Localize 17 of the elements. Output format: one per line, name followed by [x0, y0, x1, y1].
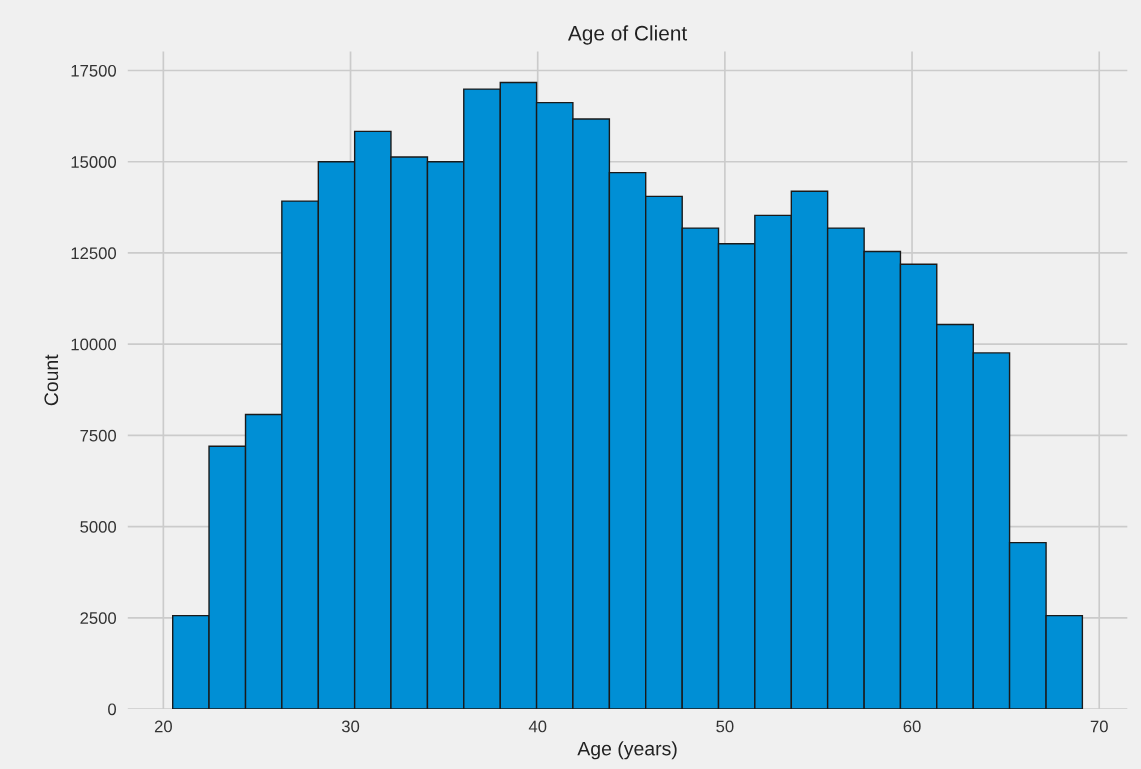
y-tick-label: 12500 — [71, 247, 117, 260]
x-axis-title: Age (years) — [577, 741, 677, 760]
x-tick-label: 50 — [716, 720, 734, 733]
x-tick-label: 20 — [154, 720, 172, 733]
y-axis-title: Count — [44, 354, 59, 406]
y-tick-label: 2500 — [80, 612, 117, 624]
y-tick-label: 10000 — [71, 338, 117, 351]
y-tick-label: 5000 — [80, 520, 117, 533]
y-tick-label: 7500 — [80, 429, 117, 442]
y-tick-label: 0 — [108, 703, 117, 716]
x-tick-label: 30 — [341, 720, 360, 733]
x-tick-label: 40 — [528, 720, 547, 733]
chart-title: Age of Client — [567, 25, 688, 45]
y-tick-label: 17500 — [71, 64, 117, 77]
x-tick-label: 60 — [903, 720, 921, 733]
y-tick-label: 15000 — [71, 156, 117, 168]
x-tick-label: 70 — [1090, 720, 1108, 733]
